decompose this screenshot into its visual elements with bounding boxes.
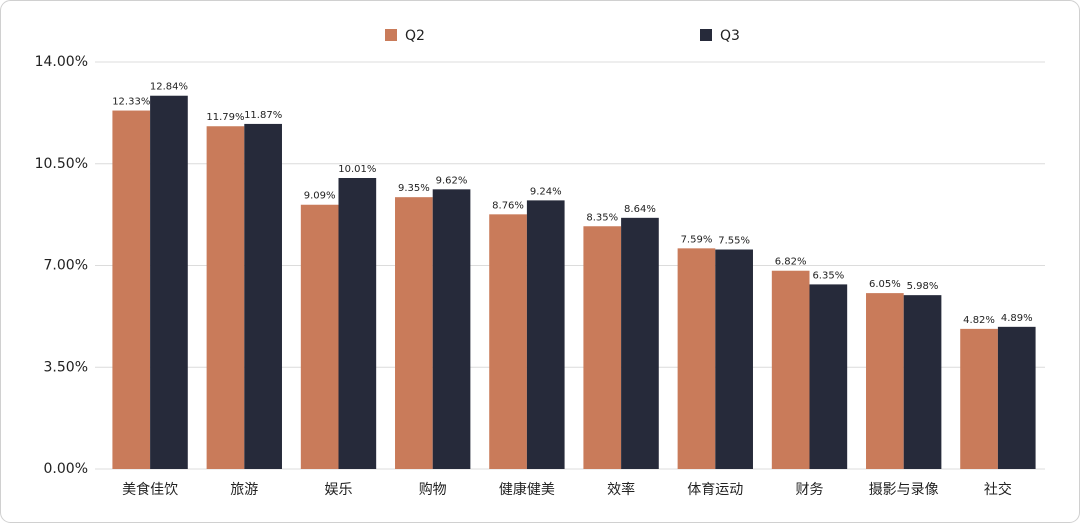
value-label: 8.64%	[624, 204, 656, 215]
value-label: 6.05%	[869, 279, 901, 290]
bar	[150, 95, 188, 470]
bar	[715, 249, 753, 469]
y-tick-label: 10.50%	[35, 156, 88, 172]
bar	[809, 284, 848, 469]
value-label: 9.62%	[436, 175, 468, 186]
bar	[112, 110, 151, 469]
bar	[583, 226, 622, 469]
value-label: 12.33%	[112, 97, 150, 108]
bar	[960, 328, 998, 469]
value-label: 8.76%	[492, 200, 524, 211]
y-tick-label: 14.00%	[35, 54, 88, 70]
x-tick-label: 购物	[419, 482, 447, 498]
bar	[771, 270, 810, 469]
bar	[206, 126, 245, 469]
value-label: 5.98%	[907, 281, 939, 292]
value-label: 4.89%	[1001, 313, 1033, 324]
value-label: 9.24%	[530, 186, 562, 197]
y-tick-label: 3.50%	[44, 359, 88, 375]
value-label: 9.35%	[398, 183, 430, 194]
x-tick-label: 美食佳饮	[122, 481, 178, 498]
y-tick-label: 0.00%	[44, 461, 88, 477]
value-label: 12.84%	[150, 82, 188, 93]
bar	[489, 214, 527, 469]
bar	[300, 204, 339, 469]
x-tick-label: 社交	[984, 481, 1012, 498]
x-tick-label: 娱乐	[325, 482, 353, 498]
value-label: 6.35%	[812, 270, 844, 281]
value-label: 6.82%	[775, 257, 807, 268]
value-label: 4.82%	[963, 315, 995, 326]
value-label: 10.01%	[338, 164, 376, 175]
value-label: 8.35%	[586, 212, 618, 223]
legend-label: Q3	[720, 28, 740, 44]
x-tick-label: 财务	[796, 482, 824, 498]
value-label: 7.59%	[681, 234, 713, 245]
bar	[432, 189, 471, 469]
value-label: 11.79%	[206, 112, 244, 123]
x-tick-label: 健康健美	[499, 481, 555, 498]
value-label: 9.09%	[304, 191, 336, 202]
bar	[677, 248, 716, 469]
value-label: 11.87%	[244, 110, 282, 121]
x-tick-label: 效率	[607, 481, 635, 498]
bar	[903, 295, 942, 469]
x-tick-label: 体育运动	[687, 482, 743, 498]
legend-swatch	[385, 29, 397, 41]
x-tick-label: 旅游	[230, 482, 258, 498]
bar	[866, 293, 904, 469]
bar	[621, 217, 659, 469]
value-label: 7.55%	[718, 236, 750, 247]
bar	[395, 197, 433, 470]
y-tick-label: 7.00%	[44, 258, 88, 274]
legend-label: Q2	[405, 28, 425, 44]
bar	[997, 326, 1036, 469]
bar	[338, 177, 377, 469]
legend-swatch	[700, 29, 712, 41]
x-tick-label: 摄影与录像	[869, 482, 939, 498]
bar	[526, 200, 565, 469]
bar	[244, 123, 282, 469]
